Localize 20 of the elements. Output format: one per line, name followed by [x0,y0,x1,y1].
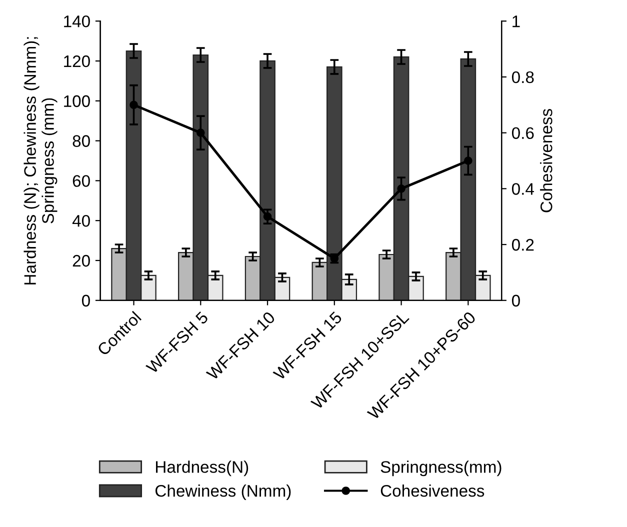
y-tick-label: 0 [82,294,90,307]
y2-tick-label: 0.2 [512,238,534,251]
y2-tick-label: 1 [512,16,520,28]
y-axis-title: Hardness (N); Chewiness (Nmm); Springness (mm) [24,37,58,284]
y-tick-label: 40 [72,214,90,227]
y-tick-label: 60 [72,175,90,187]
y-tick-label: 80 [72,135,90,147]
y-tick-label: 140 [64,15,90,28]
y2-tick-label: 0.6 [512,127,534,140]
y2-tick-label: 0.8 [512,71,534,84]
y2-tick-label: 0.4 [512,183,534,195]
legend-label: Cohesiveness [380,484,484,497]
y-tick-label: 100 [64,95,90,108]
y2-axis-title: Cohesiveness [540,108,552,212]
y-tick-label: 20 [72,254,90,267]
y2-tick-label: 0 [512,294,520,307]
legend-label: Springness(mm) [380,460,502,476]
legend-label: Hardness(N) [156,460,248,476]
y-tick-label: 120 [64,55,90,68]
legend-label: Chewiness (Nmm) [155,484,291,500]
